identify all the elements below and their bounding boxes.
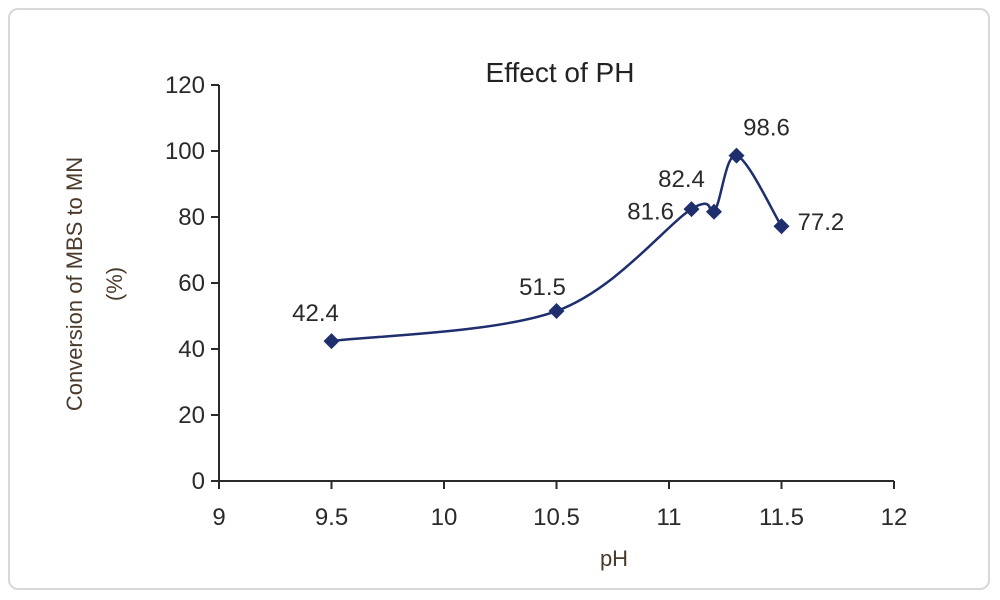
y-axis-label-line1: Conversion of MBS to MN — [62, 157, 87, 411]
y-tick-label: 60 — [178, 270, 205, 297]
y-tick-label: 0 — [192, 468, 205, 495]
data-label: 77.2 — [798, 209, 845, 236]
plot-area: 42.4 51.5 82.4 81.6 98.6 77.2 — [292, 115, 845, 350]
x-tick-label: 11.5 — [759, 504, 804, 531]
x-tick-label: 9.5 — [315, 504, 348, 531]
data-label: 82.4 — [658, 166, 705, 193]
y-tick-label: 40 — [178, 336, 205, 363]
data-point-marker — [728, 147, 745, 164]
data-label: 42.4 — [292, 300, 339, 327]
y-tick-label: 100 — [165, 138, 205, 165]
data-label: 51.5 — [519, 274, 566, 301]
data-label: 81.6 — [627, 199, 674, 226]
x-tick-label: 10 — [431, 504, 458, 531]
data-point-marker — [683, 201, 700, 218]
y-axis-label: Conversion of MBS to MN (%) — [62, 157, 127, 411]
chart-frame — [8, 8, 990, 590]
y-tick-label: 80 — [178, 204, 205, 231]
x-tick-label: 9 — [212, 504, 225, 531]
data-point-marker — [706, 203, 722, 220]
y-axis-label-line2: (%) — [102, 267, 127, 301]
x-tick-label: 10.5 — [533, 504, 580, 531]
axes: 0 20 40 60 80 100 120 9 9.5 10 10.5 11 11.5 12 — [165, 72, 907, 531]
x-tick-label: 12 — [881, 504, 908, 531]
chart-title: Effect of PH — [486, 57, 635, 88]
y-tick-label: 20 — [178, 402, 205, 429]
data-point-marker — [548, 303, 565, 320]
x-axis-label: pH — [600, 546, 628, 571]
x-tick-label: 11 — [657, 504, 682, 531]
data-label: 98.6 — [743, 115, 790, 142]
data-point-marker — [323, 333, 340, 350]
y-tick-label: 120 — [165, 72, 205, 99]
data-point-marker — [773, 218, 790, 235]
